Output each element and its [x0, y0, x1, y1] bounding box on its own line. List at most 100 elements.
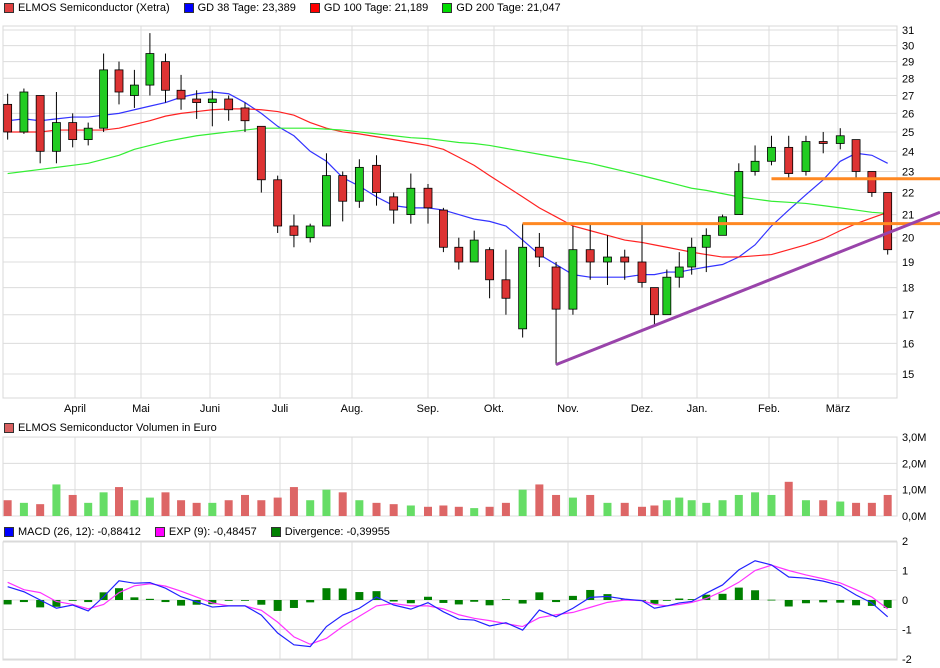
candle-body	[256, 125, 266, 181]
y-tick-label: 24	[902, 146, 914, 158]
candle-body	[354, 166, 364, 202]
volume-legend: ELMOS Semiconductor Volumen in Euro	[4, 422, 217, 434]
legend-label: EXP (9): -0,48457	[168, 526, 257, 538]
candle-body	[129, 84, 139, 96]
volume-bar	[819, 500, 828, 516]
candle-body	[485, 249, 495, 281]
legend-item-price: ELMOS Semiconductor (Xetra)	[4, 2, 170, 14]
candle-body	[83, 127, 93, 141]
volume-bar	[322, 489, 331, 516]
volume-bar	[470, 508, 479, 516]
volume-bar	[306, 500, 315, 516]
divergence-bar	[883, 600, 892, 608]
legend-label: MACD (26, 12): -0,88412	[18, 526, 141, 538]
legend-item-macd: MACD (26, 12): -0,88412	[4, 526, 141, 538]
candle-body	[372, 164, 381, 193]
divergence-bar	[322, 588, 331, 600]
divergence-bar	[718, 593, 727, 600]
volume-bar	[130, 500, 139, 516]
volume-bar	[603, 502, 612, 516]
divergence-bar	[552, 600, 561, 603]
y-tick-label: 17	[902, 310, 914, 322]
divergence-bar	[662, 600, 671, 601]
candle-body	[784, 146, 794, 174]
candle-body	[289, 225, 299, 236]
volume-bar	[751, 492, 760, 516]
divergence-bar	[224, 600, 233, 601]
volume-bar	[836, 501, 845, 516]
volume-bar	[801, 500, 810, 516]
legend-label: Divergence: -0,39955	[284, 526, 390, 538]
volume-bar	[734, 494, 743, 516]
divergence-bar	[130, 597, 139, 600]
y-tick-label: 26	[902, 108, 914, 120]
macd-panel	[2, 541, 898, 661]
volume-bar	[535, 484, 544, 516]
y-tick-label: 16	[902, 338, 914, 350]
candle-body	[518, 246, 528, 330]
legend-label: GD 200 Tage: 21,047	[456, 2, 561, 14]
volume-bar	[638, 506, 646, 516]
x-tick-label: Feb.	[758, 403, 780, 415]
volume-bar	[208, 502, 217, 516]
volume-bar	[586, 494, 595, 516]
volume-bar	[192, 502, 201, 516]
candle-body	[501, 279, 511, 299]
divergence-bar	[852, 600, 861, 606]
candle-body	[322, 175, 331, 227]
volume-bar	[145, 497, 154, 516]
candle-body	[161, 61, 170, 91]
x-tick-label: Sep.	[417, 403, 440, 415]
divergence-bar	[406, 600, 415, 604]
y-tick-label: 19	[902, 257, 914, 269]
legend-item-divergence: Divergence: -0,39955	[270, 526, 390, 538]
volume-bar	[177, 500, 186, 516]
candle-body	[145, 53, 155, 86]
x-tick-label: März	[826, 403, 850, 415]
volume-bar	[867, 502, 876, 516]
candle-body	[568, 249, 578, 310]
candle-body	[192, 98, 202, 103]
divergence-bar	[145, 598, 154, 600]
legend-label: GD 38 Tage: 23,389	[197, 2, 296, 14]
candle-body	[585, 249, 595, 263]
legend-swatch	[154, 527, 165, 537]
divergence-bar	[702, 594, 711, 600]
divergence-bar	[650, 600, 659, 604]
divergence-bar	[819, 600, 828, 603]
candle-body	[687, 246, 697, 268]
legend-label: GD 100 Tage: 21,189	[323, 2, 429, 14]
volume-bar	[620, 502, 629, 516]
candle-body	[35, 95, 45, 152]
candle-body	[851, 139, 861, 172]
divergence-bar	[586, 589, 595, 600]
divergence-bar	[84, 600, 93, 603]
divergence-bar	[784, 600, 793, 607]
candle-body	[240, 107, 250, 122]
y-tick-label: 23	[902, 166, 914, 178]
divergence-bar	[439, 600, 448, 603]
divergence-bar	[767, 599, 776, 601]
y-tick-label: 28	[902, 73, 914, 85]
divergence-bar	[289, 600, 298, 608]
volume-bar	[389, 504, 398, 516]
macd-line	[7, 560, 889, 648]
divergence-bar	[52, 600, 61, 607]
volume-bar	[650, 505, 659, 516]
volume-tick-label: 1,0M	[902, 485, 926, 497]
candle-body	[19, 91, 29, 133]
candle-body	[438, 209, 448, 248]
candle-body	[423, 187, 433, 209]
volume-bar	[52, 484, 61, 516]
volume-bar	[485, 506, 494, 516]
legend-label: ELMOS Semiconductor (Xetra)	[18, 2, 170, 14]
divergence-bar	[68, 600, 77, 601]
volume-bar	[454, 506, 463, 516]
candle-body	[637, 261, 647, 283]
price-legend: ELMOS Semiconductor (Xetra) GD 38 Tage: …	[4, 2, 561, 14]
divergence-bar	[836, 600, 845, 603]
divergence-bar	[751, 590, 760, 600]
candle-body	[835, 135, 845, 144]
volume-bar	[702, 502, 711, 516]
divergence-bar	[734, 587, 743, 600]
